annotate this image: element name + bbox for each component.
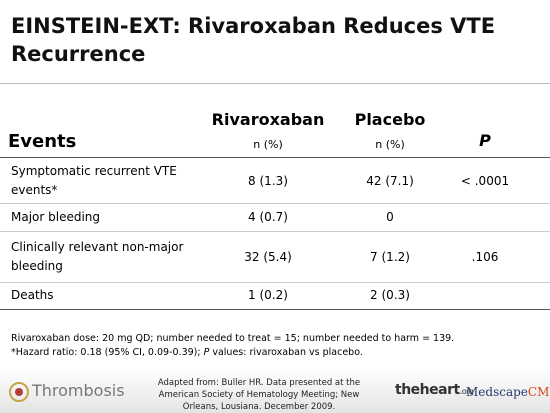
event-cell: Symptomatic recurrent VTE events* (11, 164, 177, 197)
row-rule (0, 231, 550, 232)
value-cell: 1 (0.2) (248, 288, 288, 302)
p-cell: .106 (471, 249, 499, 264)
header-p: P (479, 131, 491, 150)
event-cell: Clinically relevant non-major bleeding (11, 240, 184, 273)
value-cell: 32 (5.4) (244, 249, 292, 264)
footnote-italic: P (203, 347, 210, 358)
heart-logo-main: theheart (395, 382, 460, 398)
header-rivaroxaban: Rivaroxaban (211, 110, 325, 129)
logo-icon (9, 382, 29, 402)
footnote: Rivaroxaban dose: 20 mg QD; number neede… (11, 333, 455, 344)
heart-logo-suffix: .org (459, 387, 474, 396)
event-cell: Deaths (11, 288, 54, 302)
title-rule (0, 83, 550, 84)
value-cell: 0 (386, 209, 394, 224)
value-cell: 7 (1.2) (370, 249, 410, 264)
row-rule (0, 203, 550, 204)
header-placebo: Placebo (354, 110, 426, 129)
header-unit: n (%) (253, 138, 283, 151)
heart-logo: theheart.org (395, 382, 474, 398)
medscape-logo-main: Medscape (466, 385, 528, 399)
value-cell: 8 (1.3) (248, 173, 288, 188)
footer: Thrombosis Adapted from: Buller HR. Data… (0, 368, 550, 413)
row-rule (0, 282, 550, 283)
value-cell: 42 (7.1) (366, 173, 414, 188)
header-unit: n (%) (375, 138, 405, 151)
header-rule (0, 157, 550, 158)
value-cell: 2 (0.3) (370, 288, 410, 302)
citation: Adapted from: Buller HR. Data presented … (157, 378, 361, 412)
p-cell: < .0001 (460, 173, 510, 188)
footnote-text: *Hazard ratio: 0.18 (95% CI, 0.09-0.39); (11, 347, 204, 358)
slide-title: EINSTEIN-EXT: Rivaroxaban Reduces VTE Re… (11, 14, 496, 66)
header-events: Events (8, 131, 77, 152)
event-cell: Major bleeding (11, 209, 101, 224)
medscape-logo-cme: CME (527, 385, 550, 399)
medscape-logo: MedscapeCME (466, 385, 550, 399)
footnote-text: values: rivaroxaban vs placebo. (209, 347, 363, 358)
logo-text: Thrombosis (32, 381, 125, 400)
value-cell: 4 (0.7) (248, 209, 288, 224)
table-rule (0, 309, 550, 310)
footnote: *Hazard ratio: 0.18 (95% CI, 0.09-0.39);… (11, 347, 363, 358)
